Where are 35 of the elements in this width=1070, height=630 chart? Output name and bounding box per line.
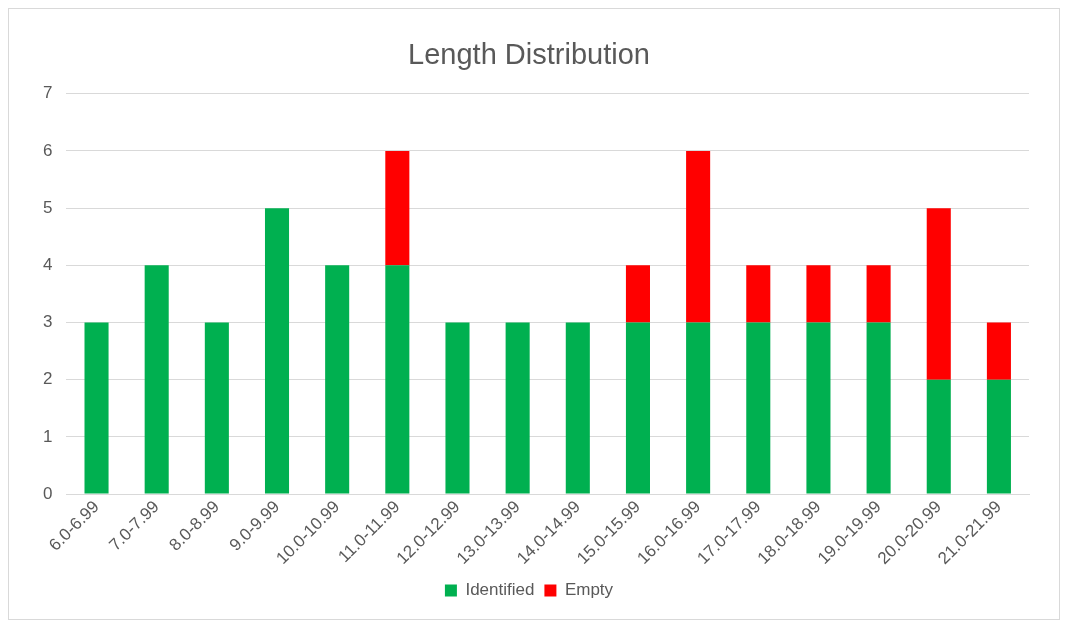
bar <box>926 379 951 494</box>
y-tick-label: 6 <box>42 140 53 160</box>
bar <box>625 322 650 494</box>
bar <box>986 322 1011 380</box>
legend-label: Empty <box>564 580 614 600</box>
y-tick-label: 3 <box>42 312 53 332</box>
bar <box>746 322 771 494</box>
bar <box>204 322 229 494</box>
bar <box>565 322 590 494</box>
y-tick-label: 0 <box>42 483 53 503</box>
bar <box>385 150 410 266</box>
y-tick-label: 2 <box>42 369 53 389</box>
bar <box>625 265 650 323</box>
legend-label: Identified <box>465 580 535 600</box>
bar <box>445 322 470 494</box>
bar <box>806 265 831 323</box>
y-tick-label: 7 <box>42 83 53 103</box>
bar <box>806 322 831 494</box>
y-tick-label: 1 <box>42 426 53 446</box>
y-tick-label: 4 <box>42 255 53 275</box>
bar <box>686 150 711 323</box>
bar <box>325 265 350 494</box>
bar <box>746 265 771 323</box>
bar <box>686 322 711 494</box>
bar <box>986 379 1011 494</box>
bar <box>144 265 169 494</box>
y-tick-label: 5 <box>42 197 53 217</box>
bar <box>866 322 891 494</box>
bar <box>264 208 290 494</box>
bar <box>866 265 891 323</box>
chart-title: Length Distribution <box>408 38 650 71</box>
bar <box>385 265 410 494</box>
bar <box>505 322 530 494</box>
bar <box>926 208 951 380</box>
bar <box>84 322 109 494</box>
